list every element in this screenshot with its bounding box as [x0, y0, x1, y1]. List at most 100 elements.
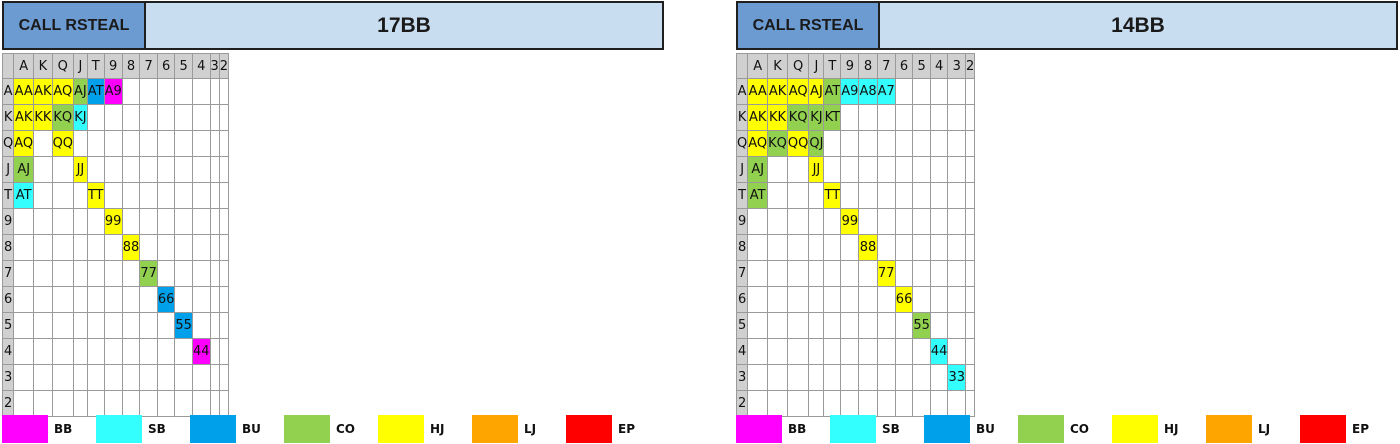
empty-cell: [174, 208, 193, 235]
legend-label: HJ: [1164, 422, 1179, 436]
column-header: 9: [840, 53, 860, 79]
empty-cell: [858, 260, 878, 287]
empty-cell: [13, 390, 35, 417]
empty-cell: [218, 390, 230, 417]
legend-label: LJ: [524, 422, 537, 436]
empty-cell: [209, 260, 220, 287]
legend-item: BB: [736, 415, 830, 443]
hand-cell: AJ: [808, 78, 825, 105]
hand-cell: 55: [912, 312, 931, 339]
empty-cell: [33, 364, 53, 391]
row-header: A: [735, 78, 749, 105]
legend-label: CO: [1070, 422, 1090, 436]
empty-cell: [209, 130, 220, 157]
position-legend: BB SB BU CO HJ LJ EP: [736, 415, 1394, 443]
empty-cell: [823, 286, 842, 313]
empty-cell: [964, 130, 976, 157]
legend-item: EP: [1300, 415, 1394, 443]
legend-swatch: [1206, 415, 1252, 443]
empty-cell: [929, 104, 949, 131]
empty-cell: [840, 234, 860, 261]
empty-cell: [121, 390, 141, 417]
empty-cell: [823, 312, 842, 339]
empty-cell: [174, 78, 193, 105]
legend-label: HJ: [430, 422, 445, 436]
empty-cell: [103, 182, 123, 209]
hand-cell: 88: [858, 234, 878, 261]
empty-cell: [174, 156, 193, 183]
empty-cell: [747, 208, 769, 235]
empty-cell: [767, 390, 788, 417]
empty-cell: [191, 234, 211, 261]
empty-cell: [139, 390, 158, 417]
empty-cell: [912, 78, 931, 105]
empty-cell: [51, 312, 75, 339]
empty-cell: [840, 104, 860, 131]
column-header: 7: [139, 53, 158, 79]
empty-cell: [139, 312, 158, 339]
empty-cell: [876, 312, 896, 339]
empty-cell: [121, 286, 141, 313]
empty-cell: [947, 234, 966, 261]
empty-cell: [894, 338, 914, 365]
empty-cell: [191, 390, 211, 417]
legend-swatch: [830, 415, 876, 443]
empty-cell: [823, 390, 842, 417]
empty-cell: [139, 286, 158, 313]
empty-cell: [840, 338, 860, 365]
empty-cell: [858, 182, 878, 209]
empty-cell: [33, 156, 53, 183]
legend-item: HJ: [1112, 415, 1206, 443]
row-header: 6: [735, 286, 749, 313]
chart-label: CALL RSTEAL: [736, 1, 880, 50]
empty-cell: [33, 260, 53, 287]
empty-cell: [73, 130, 88, 157]
empty-cell: [191, 208, 211, 235]
empty-cell: [747, 286, 769, 313]
empty-cell: [894, 390, 914, 417]
hand-cell: QJ: [808, 130, 825, 157]
empty-cell: [808, 338, 825, 365]
empty-cell: [947, 182, 966, 209]
empty-cell: [786, 338, 810, 365]
empty-cell: [139, 156, 158, 183]
empty-cell: [876, 364, 896, 391]
column-header: J: [73, 53, 88, 79]
empty-cell: [156, 364, 176, 391]
column-header: T: [86, 53, 105, 79]
empty-cell: [121, 104, 141, 131]
empty-cell: [767, 208, 788, 235]
empty-cell: [808, 260, 825, 287]
legend-item: SB: [96, 415, 190, 443]
empty-cell: [73, 208, 88, 235]
hand-cell: A8: [858, 78, 878, 105]
empty-cell: [808, 234, 825, 261]
empty-cell: [823, 208, 842, 235]
empty-cell: [121, 208, 141, 235]
hand-cell: KK: [767, 104, 788, 131]
empty-cell: [947, 78, 966, 105]
empty-cell: [191, 104, 211, 131]
empty-cell: [964, 390, 976, 417]
empty-cell: [73, 182, 88, 209]
empty-cell: [86, 286, 105, 313]
empty-cell: [894, 182, 914, 209]
empty-cell: [840, 182, 860, 209]
hand-cell: 55: [174, 312, 193, 339]
empty-cell: [86, 234, 105, 261]
empty-cell: [209, 78, 220, 105]
column-header: A: [13, 53, 35, 79]
empty-cell: [174, 260, 193, 287]
empty-cell: [894, 364, 914, 391]
empty-cell: [13, 312, 35, 339]
column-header: 9: [103, 53, 123, 79]
empty-cell: [209, 208, 220, 235]
empty-cell: [218, 234, 230, 261]
empty-cell: [840, 286, 860, 313]
hand-cell: AJ: [73, 78, 88, 105]
legend-label: SB: [882, 422, 900, 436]
empty-cell: [209, 338, 220, 365]
empty-cell: [33, 390, 53, 417]
empty-cell: [912, 156, 931, 183]
empty-cell: [103, 338, 123, 365]
